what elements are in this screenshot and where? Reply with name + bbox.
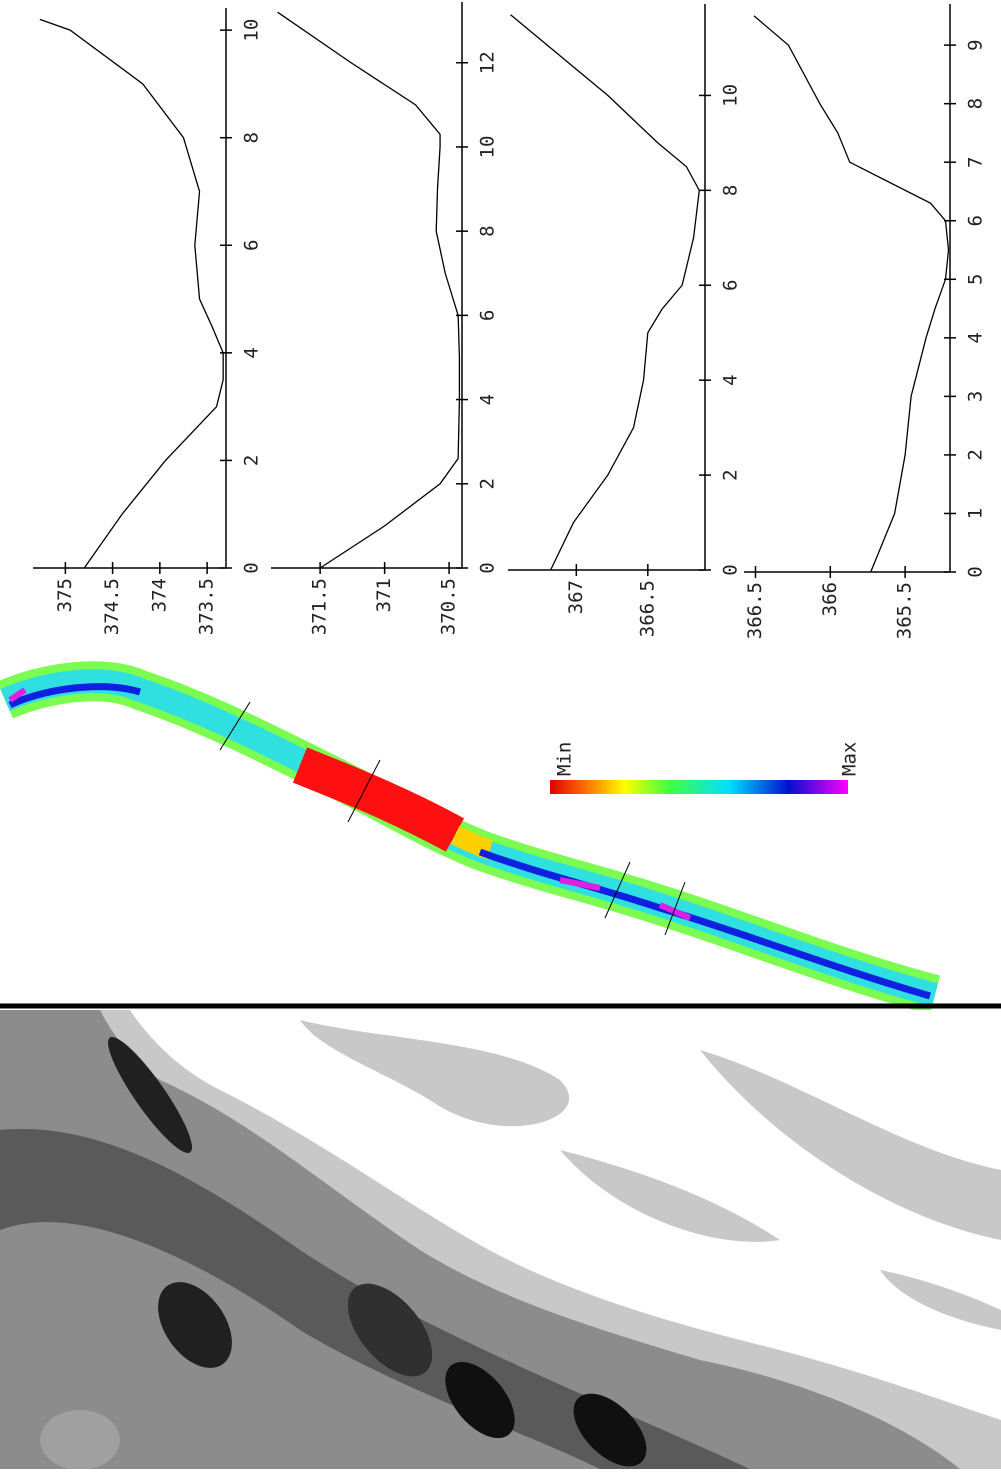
x-tick-label: 2 xyxy=(720,469,742,480)
map-blob xyxy=(108,1037,192,1153)
river-map: Min Max xyxy=(0,661,941,1015)
map-blob xyxy=(573,1393,647,1467)
colorbar-min: Min xyxy=(554,742,576,776)
section-line xyxy=(604,861,631,919)
map-blob xyxy=(40,1410,120,1470)
x-tick-label: 1 xyxy=(965,508,987,519)
y-tick-label: 367 xyxy=(565,580,587,614)
data-line xyxy=(277,11,461,569)
x-tick-label: 0 xyxy=(477,562,499,573)
data-line xyxy=(510,14,700,571)
x-tick-label: 4 xyxy=(965,332,987,343)
map-blob xyxy=(445,1361,515,1439)
charts: 0246810373.5374374.5375024681012370.5371… xyxy=(33,2,987,639)
x-tick-label: 6 xyxy=(477,310,499,321)
section-line xyxy=(219,701,251,751)
x-tick-label: 12 xyxy=(477,51,499,74)
y-tick-label: 374 xyxy=(148,578,170,612)
x-tick-label: 3 xyxy=(965,391,987,402)
colorbar-max: Max xyxy=(839,742,861,776)
line-chart: 0 2 4 6 8 10 12 370.5 371 371.5 xyxy=(271,2,499,635)
x-tick-label: 0 xyxy=(720,564,742,575)
x-tick-label: 8 xyxy=(477,225,499,236)
y-tick-label: 374.5 xyxy=(101,578,123,635)
data-line xyxy=(753,15,950,573)
river-band xyxy=(450,825,494,860)
x-tick-label: 4 xyxy=(720,374,742,385)
x-tick-label: 7 xyxy=(965,156,987,167)
x-tick-label: 6 xyxy=(720,280,742,291)
grayscale-map xyxy=(0,1010,1001,1470)
x-tick-label: 5 xyxy=(965,274,987,285)
x-tick-label: 2 xyxy=(965,449,987,460)
section-line xyxy=(347,759,381,823)
x-tick-label: 2 xyxy=(477,478,499,489)
x-tick-label: 8 xyxy=(241,132,263,143)
line-chart: 0 2 4 6 8 10 366.5 367 xyxy=(508,4,742,637)
y-tick-label: 371.5 xyxy=(309,578,331,635)
map-blob xyxy=(158,1282,232,1368)
data-line xyxy=(39,18,224,569)
y-tick-label: 373.5 xyxy=(196,578,218,635)
y-tick-label: 370.5 xyxy=(438,578,460,635)
color-bar xyxy=(550,780,848,794)
x-tick-label: 4 xyxy=(241,347,263,358)
x-tick-label: 10 xyxy=(241,19,263,42)
line-chart: 0 1 2 3 4 5 6 7 8 9 365.5 366 366.5 xyxy=(744,4,987,639)
x-tick-label: 10 xyxy=(720,84,742,107)
y-tick-label: 366 xyxy=(819,582,841,616)
map-region xyxy=(0,1222,600,1469)
y-tick-label: 371 xyxy=(373,578,395,612)
map-region xyxy=(300,1020,1001,1330)
x-tick-label: 10 xyxy=(477,136,499,159)
x-tick-label: 6 xyxy=(965,215,987,226)
y-tick-label: 366.5 xyxy=(744,582,766,639)
y-tick-label: 365.5 xyxy=(894,582,916,639)
x-tick-label: 0 xyxy=(241,562,263,573)
river-band xyxy=(292,747,465,852)
x-tick-label: 8 xyxy=(720,185,742,196)
x-tick-label: 6 xyxy=(241,240,263,251)
x-tick-label: 2 xyxy=(241,455,263,466)
map-blob xyxy=(347,1283,433,1377)
x-tick-label: 4 xyxy=(477,394,499,405)
x-tick-label: 9 xyxy=(965,39,987,50)
x-tick-label: 0 xyxy=(965,566,987,577)
y-tick-label: 375 xyxy=(54,578,76,612)
river-band xyxy=(8,687,692,921)
line-chart: 0 2 4 6 8 10 373.5 374 374.5 375 xyxy=(33,8,263,635)
section-line xyxy=(664,881,686,936)
x-tick-label: 8 xyxy=(965,98,987,109)
y-tick-label: 366.5 xyxy=(636,580,658,637)
